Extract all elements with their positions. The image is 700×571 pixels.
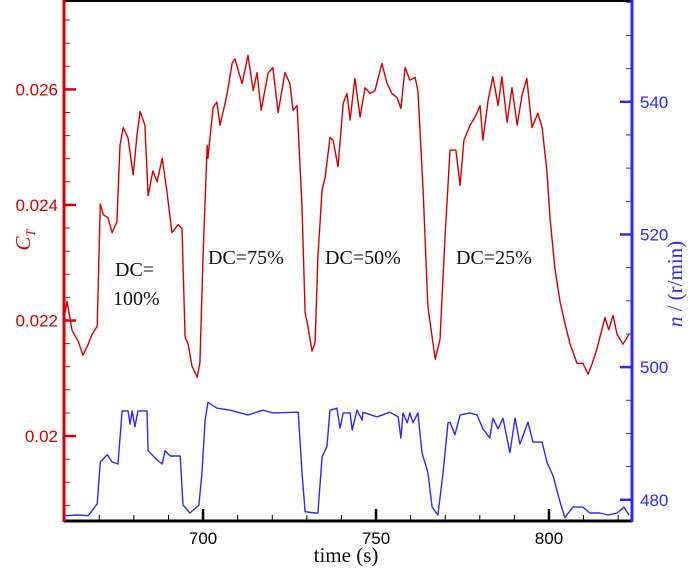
axes-layer: 700 750 800 0.02 0.022 0.024 0.026 480 500 520 540 <box>15 0 668 548</box>
right-axis-label: n / (r/min) <box>663 241 687 327</box>
x-tick-label: 700 <box>189 529 217 548</box>
annotation-dc50: DC=50% <box>325 247 401 269</box>
right-tick-label: 520 <box>640 225 668 244</box>
x-axis-label: time (s) <box>314 543 379 567</box>
left-axis-label-symbol: C <box>11 236 35 251</box>
right-tick-label: 540 <box>640 93 668 112</box>
right-axis-label-unit: / (r/min) <box>663 241 687 317</box>
left-axis-label: CT <box>11 229 38 251</box>
svg-text:n / (r/min): n / (r/min) <box>663 241 687 327</box>
ct-series-line <box>63 54 630 378</box>
left-tick-label: 0.022 <box>15 312 58 331</box>
left-axis-label-subscript: T <box>23 229 38 237</box>
annotation-dc25: DC=25% <box>456 247 532 269</box>
left-tick-label: 0.026 <box>15 80 58 99</box>
x-tick-label: 750 <box>362 529 390 548</box>
annotation-dc75: DC=75% <box>208 247 284 269</box>
svg-text:CT: CT <box>11 229 38 251</box>
rpm-series-line <box>63 401 630 519</box>
left-tick-label: 0.02 <box>25 427 58 446</box>
right-tick-label: 480 <box>640 491 668 510</box>
annotation-dc100-line2: 100% <box>113 288 160 310</box>
x-tick-label: 800 <box>535 529 563 548</box>
series-layer <box>63 54 630 519</box>
right-tick-label: 500 <box>640 358 668 377</box>
right-axis-label-symbol: n <box>663 317 687 328</box>
annotation-dc100-line1: DC= <box>115 259 154 281</box>
left-tick-label: 0.024 <box>15 196 58 215</box>
